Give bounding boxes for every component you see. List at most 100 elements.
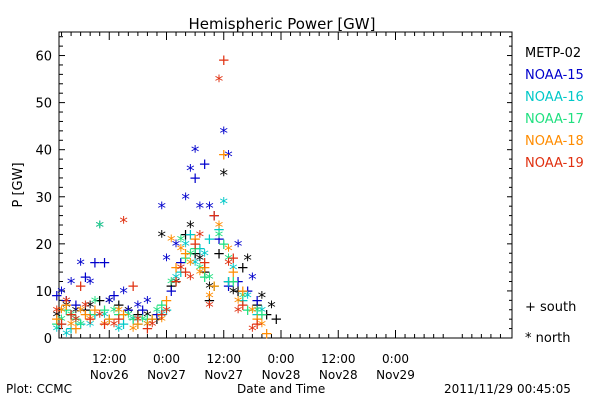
north-marker: * (67, 317, 76, 337)
north-marker: * (110, 303, 119, 323)
south-marker: + (260, 324, 273, 342)
legend-entry: NOAA-17 (525, 112, 584, 127)
x-tick-date: Nov28 (262, 368, 301, 382)
north-marker: * (181, 237, 190, 257)
south-marker: + (251, 305, 264, 323)
south-marker: + (117, 305, 130, 323)
north-marker: * (143, 293, 152, 313)
x-tick-time: 12:00 (321, 352, 356, 366)
x-tick-date: Nov27 (204, 368, 243, 382)
south-marker: + (165, 277, 178, 295)
north-marker: * (181, 190, 190, 210)
north-marker: * (76, 256, 85, 276)
symbol-legend-entry: + south (525, 300, 576, 315)
north-marker: * (157, 199, 166, 219)
x-tick-time: 12:00 (92, 352, 127, 366)
south-marker: + (237, 258, 250, 276)
south-marker: + (227, 249, 240, 267)
south-marker: + (70, 296, 83, 314)
x-tick-date: Nov26 (90, 368, 129, 382)
north-marker: * (67, 275, 76, 295)
south-marker: + (260, 305, 273, 323)
north-marker: * (95, 307, 104, 327)
south-marker: + (232, 273, 245, 291)
south-marker: + (179, 249, 192, 267)
south-marker: + (127, 310, 140, 328)
south-marker: + (189, 235, 202, 253)
south-marker: + (50, 315, 63, 333)
north-marker: * (86, 317, 95, 337)
north-marker: * (115, 303, 124, 323)
south-marker: + (103, 310, 116, 328)
north-marker: * (191, 143, 200, 163)
north-marker: * (196, 251, 205, 271)
north-marker: * (157, 312, 166, 332)
x-tick-date: Nov29 (376, 368, 415, 382)
north-marker: * (243, 251, 252, 271)
south-marker: + (98, 301, 111, 319)
south-marker: + (108, 287, 121, 305)
x-tick-date: Nov28 (319, 368, 358, 382)
north-marker: * (224, 242, 233, 262)
south-marker: + (113, 310, 126, 328)
south-marker: + (217, 145, 230, 163)
north-marker: * (215, 72, 224, 92)
north-marker: * (186, 256, 195, 276)
y-tick-label: 0 (44, 332, 52, 347)
y-axis-label: P [GW] (11, 162, 26, 207)
north-marker: * (62, 326, 71, 346)
south-marker: + (175, 254, 188, 272)
south-marker: + (217, 51, 230, 69)
south-marker: + (184, 225, 197, 243)
north-marker: * (72, 312, 81, 332)
north-marker: * (143, 317, 152, 337)
north-marker: * (119, 284, 128, 304)
north-marker: * (205, 289, 214, 309)
north-marker: * (124, 307, 133, 327)
north-marker: * (67, 307, 76, 327)
north-marker: * (205, 270, 214, 290)
north-marker: * (234, 237, 243, 257)
south-marker: + (270, 310, 283, 328)
north-marker: * (248, 322, 257, 342)
south-marker: + (132, 315, 145, 333)
y-tick-label: 20 (35, 238, 52, 253)
north-marker: * (186, 218, 195, 238)
plot-credit: Plot: CCMC (6, 382, 72, 396)
south-marker: + (194, 240, 207, 258)
south-marker: + (141, 310, 154, 328)
north-marker: * (229, 260, 238, 280)
chart-title: Hemispheric Power [GW] (189, 15, 376, 33)
south-marker: + (179, 263, 192, 281)
south-marker: + (136, 301, 149, 319)
north-marker: * (86, 312, 95, 332)
x-tick-time: 0:00 (268, 352, 295, 366)
north-marker: * (177, 242, 186, 262)
south-marker: + (122, 301, 135, 319)
south-marker: + (132, 315, 145, 333)
north-marker: * (234, 303, 243, 323)
south-marker: + (165, 282, 178, 300)
north-marker: * (95, 218, 104, 238)
north-marker: * (119, 213, 128, 233)
south-marker: + (189, 240, 202, 258)
north-marker: * (100, 307, 109, 327)
south-marker: + (217, 235, 230, 253)
y-tick-label: 40 (35, 144, 52, 159)
south-marker: + (84, 310, 97, 328)
south-marker: + (179, 225, 192, 243)
south-marker: + (198, 254, 211, 272)
south-marker: + (198, 258, 211, 276)
north-marker: * (224, 256, 233, 276)
south-marker: + (237, 296, 250, 314)
south-marker: + (79, 301, 92, 319)
north-marker: * (191, 256, 200, 276)
south-marker: + (189, 244, 202, 262)
x-tick-time: 12:00 (206, 352, 241, 366)
south-marker: + (189, 230, 202, 248)
north-marker: * (91, 293, 100, 313)
south-marker: + (213, 221, 226, 239)
south-marker: + (155, 296, 168, 314)
symbol-legend-entry: * north (525, 331, 571, 346)
